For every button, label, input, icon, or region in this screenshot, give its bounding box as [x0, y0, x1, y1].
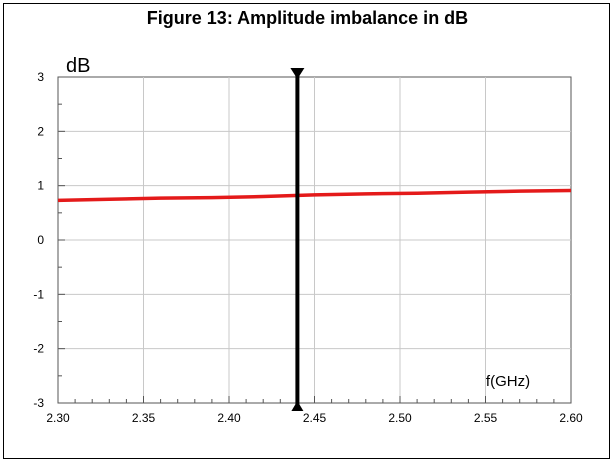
y-axis-label: dB: [66, 55, 90, 77]
y-tick-label: -1: [33, 287, 44, 301]
y-tick-labels: 3 2 1 0 -1 -2 -3: [33, 70, 44, 410]
x-tick-label: 2.45: [303, 411, 327, 425]
x-tick-label: 2.55: [474, 411, 498, 425]
x-tick-label: 2.35: [132, 411, 156, 425]
y-tick-label: -3: [33, 396, 44, 410]
x-tick-label: 2.50: [388, 411, 412, 425]
x-axis-label: f(GHz): [486, 373, 530, 390]
x-tick-labels: 2.30 2.35 2.40 2.45 2.50 2.55 2.60: [46, 411, 583, 425]
x-tick-label: 2.60: [559, 411, 583, 425]
y-tick-label: 1: [37, 179, 44, 193]
y-tick-label: 2: [37, 124, 44, 138]
x-tick-label: 2.30: [46, 411, 70, 425]
y-tick-label: 3: [37, 70, 44, 84]
y-tick-label: -2: [33, 342, 44, 356]
x-tick-label: 2.40: [217, 411, 241, 425]
y-tick-label: 0: [37, 233, 44, 247]
